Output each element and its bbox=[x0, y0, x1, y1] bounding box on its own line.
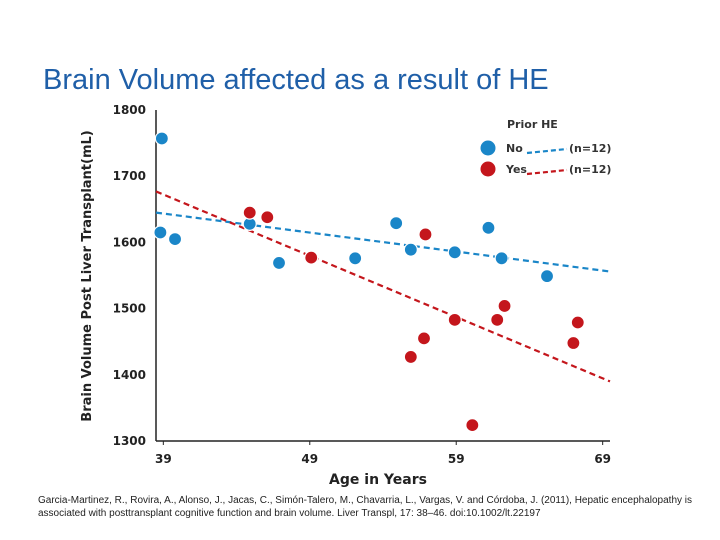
x-tick-label: 59 bbox=[448, 452, 465, 466]
trend-line-no bbox=[155, 211, 611, 273]
y-tick-label: 1800 bbox=[113, 103, 146, 117]
citation: Garcia-Martinez, R., Rovira, A., Alonso,… bbox=[38, 495, 692, 519]
slide-title: Brain Volume affected as a result of HE bbox=[43, 64, 549, 96]
data-point-yes bbox=[403, 349, 418, 365]
data-point-no bbox=[481, 220, 496, 235]
data-point-yes bbox=[242, 205, 257, 220]
x-tick-label: 39 bbox=[155, 452, 172, 466]
y-tick-label: 1500 bbox=[113, 302, 146, 316]
y-tick-label: 1700 bbox=[113, 169, 146, 183]
trend-line-yes bbox=[155, 190, 611, 383]
y-axis-label: Brain Volume Post Liver Transplant(mL) bbox=[80, 130, 95, 421]
data-point-no bbox=[154, 131, 169, 146]
tick-labels: 1300 1400 1500 1600 1700 1800 39 49 59 69 bbox=[113, 103, 611, 466]
data-point-no bbox=[403, 242, 418, 257]
legend-count: (n=12) bbox=[569, 142, 611, 155]
data-point-no bbox=[539, 269, 555, 284]
data-point-yes bbox=[304, 250, 319, 265]
trend-lines bbox=[155, 190, 611, 383]
data-point-yes bbox=[497, 298, 512, 314]
data-point-no bbox=[271, 255, 287, 271]
legend-marker-no bbox=[480, 140, 496, 156]
x-tick-label: 69 bbox=[594, 452, 611, 466]
x-axis-label: Age in Years bbox=[329, 472, 427, 488]
data-point-yes bbox=[416, 331, 432, 346]
data-point-no bbox=[389, 216, 404, 231]
data-point-yes bbox=[260, 210, 275, 225]
legend-label: No bbox=[506, 142, 523, 155]
data-point-no bbox=[447, 245, 462, 260]
x-tick-label: 49 bbox=[301, 452, 318, 466]
axes bbox=[155, 110, 610, 442]
data-point-yes bbox=[570, 315, 585, 330]
data-point-yes bbox=[447, 312, 462, 327]
data-point-no bbox=[153, 225, 168, 240]
data-point-no bbox=[348, 251, 363, 266]
legend: Prior HE No (n=12) Yes (n=12) bbox=[480, 118, 611, 177]
legend-count: (n=12) bbox=[569, 163, 611, 176]
data-points bbox=[153, 131, 585, 433]
data-point-no bbox=[494, 251, 509, 266]
data-point-yes bbox=[490, 312, 505, 327]
legend-marker-yes bbox=[480, 161, 496, 177]
data-point-yes bbox=[566, 335, 581, 351]
legend-title: Prior HE bbox=[507, 118, 558, 131]
data-point-no bbox=[167, 231, 183, 247]
legend-line-yes bbox=[526, 168, 568, 176]
legend-line-no bbox=[526, 147, 568, 155]
legend-label: Yes bbox=[505, 163, 527, 176]
y-tick-label: 1300 bbox=[113, 434, 146, 448]
y-tick-label: 1600 bbox=[113, 235, 146, 249]
y-tick-label: 1400 bbox=[113, 368, 146, 382]
data-point-yes bbox=[465, 418, 480, 433]
data-point-yes bbox=[418, 227, 433, 242]
